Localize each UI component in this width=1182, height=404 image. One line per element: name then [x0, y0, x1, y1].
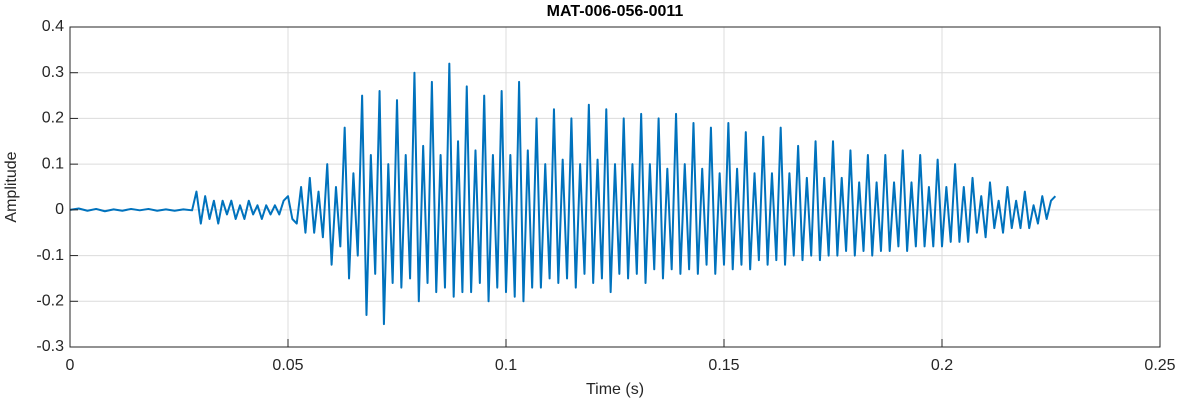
y-tick-label: -0.2 [36, 293, 64, 310]
y-tick-label: 0.2 [42, 110, 64, 127]
signal-line [69, 62, 1057, 326]
y-tick-label: -0.3 [36, 338, 64, 355]
x-tick-label: 0 [66, 357, 75, 374]
x-tick-label: 0.05 [272, 357, 303, 374]
y-tick-label: 0.1 [42, 155, 64, 172]
x-axis-label: Time (s) [586, 381, 644, 398]
y-tick-label: 0.3 [42, 64, 64, 81]
y-tick-label: 0.4 [42, 18, 64, 35]
x-tick-label: 0.25 [1144, 357, 1175, 374]
plot-area [69, 62, 1057, 326]
chart-title: MAT-006-056-0011 [547, 3, 684, 20]
x-tick-label: 0.15 [708, 357, 739, 374]
y-tick-label: 0 [55, 201, 64, 218]
x-tick-label: 0.2 [931, 357, 953, 374]
y-axis-label: Amplitude [3, 151, 20, 222]
y-tick-label: -0.1 [36, 247, 64, 264]
axes-box [69, 26, 1161, 348]
x-tick-label: 0.1 [495, 357, 517, 374]
